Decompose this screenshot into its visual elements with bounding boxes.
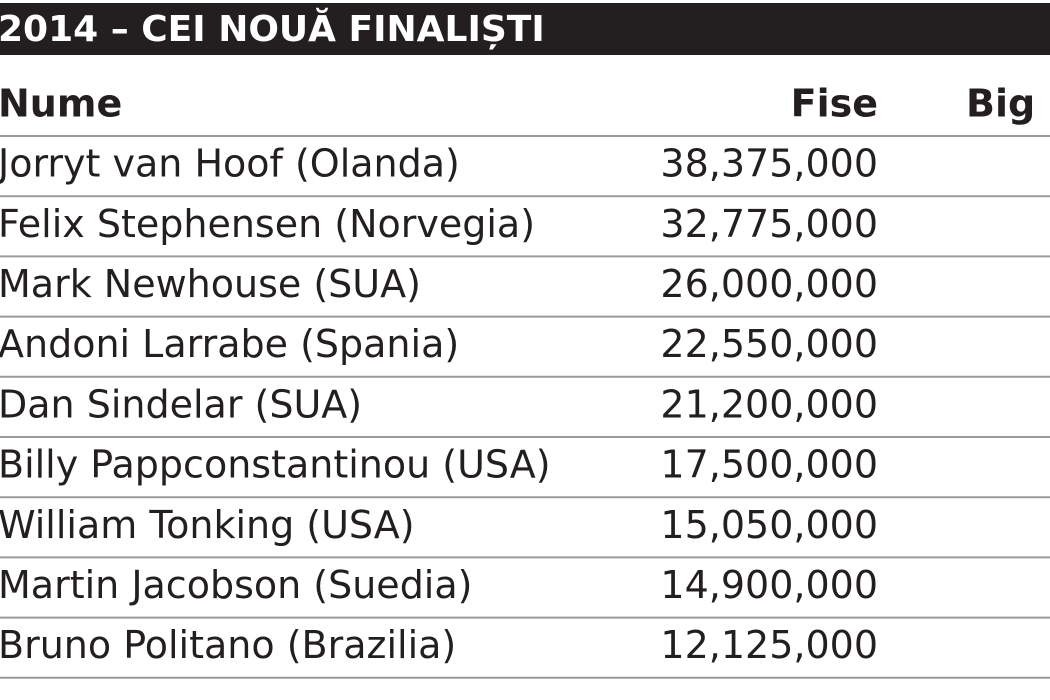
chip-count: 22,550,000 — [660, 322, 878, 366]
player-name: Mark Newhouse (SUA) — [0, 262, 421, 306]
column-header: Big — [966, 82, 1035, 126]
player-name: Felix Stephensen (Norvegia) — [0, 202, 535, 246]
chip-count: 14,900,000 — [660, 563, 878, 607]
chip-count: 32,775,000 — [660, 202, 878, 246]
player-name: William Tonking (USA) — [0, 503, 415, 547]
chip-count: 17,500,000 — [660, 443, 878, 487]
player-name: Martin Jacobson (Suedia) — [0, 563, 472, 607]
player-name: Billy Pappconstantinou (USA) — [0, 443, 551, 487]
table-title: 2014 – CEI NOUĂ FINALIȘTI — [0, 7, 545, 50]
chip-count: 38,375,000 — [660, 142, 878, 186]
player-name: Dan Sindelar (SUA) — [0, 382, 362, 426]
chip-count: 15,050,000 — [660, 503, 878, 547]
chip-count: 12,125,000 — [660, 623, 878, 667]
player-name: Bruno Politano (Brazilia) — [0, 623, 456, 667]
player-name: Jorryt van Hoof (Olanda) — [0, 142, 460, 186]
chip-count: 26,000,000 — [660, 262, 878, 306]
title-bar — [0, 3, 1050, 55]
column-header: Fise — [791, 82, 878, 126]
chip-count: 21,200,000 — [660, 382, 878, 426]
column-header: Nume — [0, 82, 122, 126]
player-name: Andoni Larrabe (Spania) — [0, 322, 459, 366]
